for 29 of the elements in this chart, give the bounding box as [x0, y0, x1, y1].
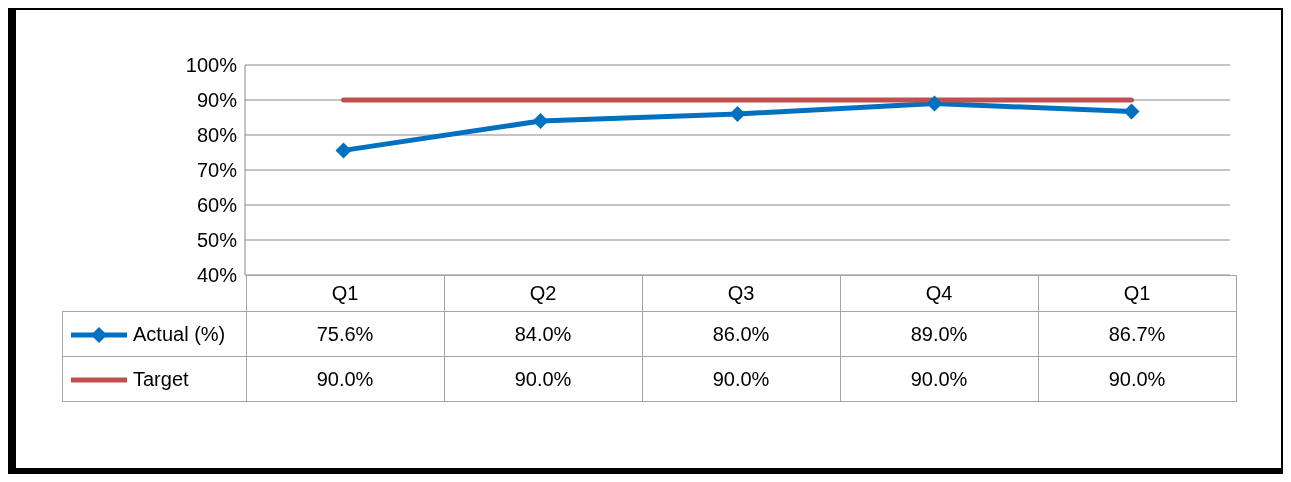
point: [1123, 103, 1140, 120]
x-tick-label: Q3: [642, 275, 840, 312]
data-label: 86.0%: [642, 311, 840, 357]
data-label: 90.0%: [444, 356, 642, 402]
y-tick-label: 50%: [196, 229, 238, 252]
legend-label: Target: [133, 367, 189, 390]
point: [729, 106, 746, 122]
x-tick-label: Q1: [1038, 275, 1236, 312]
point: [532, 113, 549, 129]
point: [335, 142, 352, 159]
y-tick-label: 90%: [196, 89, 238, 112]
x-tick-label: Q2: [444, 275, 642, 312]
data-label: 90.0%: [246, 356, 444, 402]
point: [926, 95, 943, 112]
y-tick-label: 70%: [196, 159, 238, 182]
x-tick-label: Q1: [246, 275, 444, 312]
legend-label: Actual (%): [133, 322, 226, 345]
data-label: 90.0%: [1038, 356, 1236, 402]
x-tick-label: Q4: [840, 275, 1038, 312]
data-label: 75.6%: [246, 311, 444, 357]
data-label: 89.0%: [840, 311, 1038, 357]
data-label: 90.0%: [642, 356, 840, 402]
y-tick-label: 60%: [196, 194, 238, 217]
data-label: 84.0%: [444, 311, 642, 357]
y-tick-label: 40%: [196, 264, 238, 287]
data-label: 86.7%: [1038, 311, 1236, 357]
y-tick-label: 80%: [196, 124, 238, 147]
y-tick-label: 100%: [185, 54, 238, 77]
data-label: 90.0%: [840, 356, 1038, 402]
